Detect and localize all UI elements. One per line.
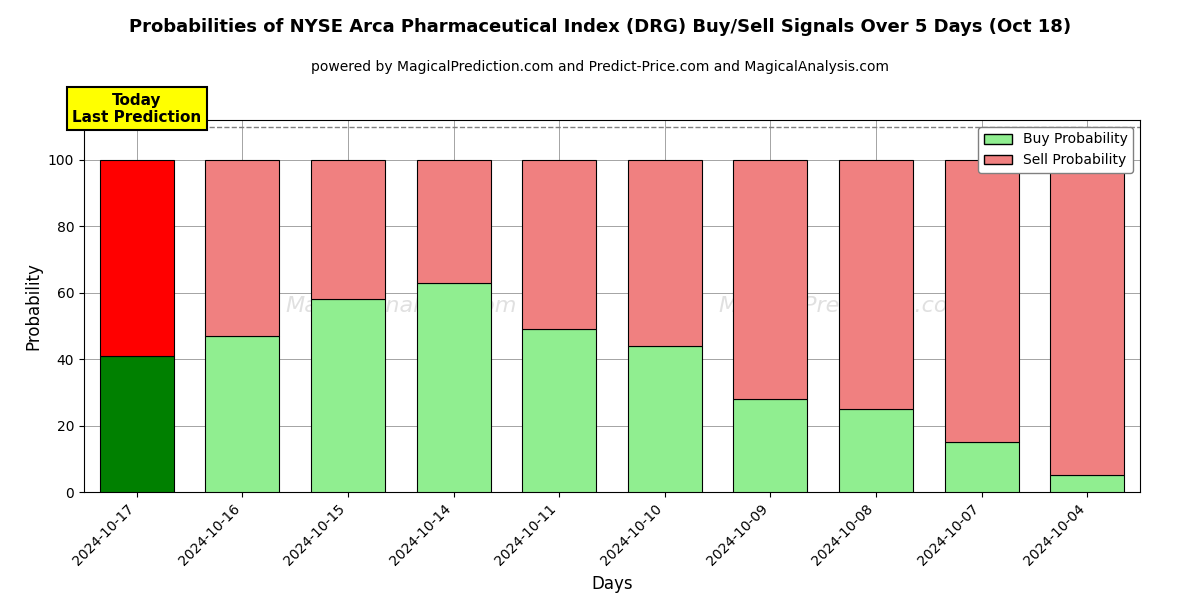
Bar <box>311 299 385 492</box>
Bar <box>628 160 702 346</box>
Bar <box>100 356 174 492</box>
Bar <box>100 160 174 356</box>
Text: Probabilities of NYSE Arca Pharmaceutical Index (DRG) Buy/Sell Signals Over 5 Da: Probabilities of NYSE Arca Pharmaceutica… <box>128 18 1072 36</box>
Text: Today
Last Prediction: Today Last Prediction <box>72 92 202 125</box>
Bar <box>733 399 808 492</box>
Y-axis label: Probability: Probability <box>24 262 42 350</box>
Bar <box>944 442 1019 492</box>
Bar <box>522 329 596 492</box>
Bar <box>1050 475 1124 492</box>
Bar <box>839 409 913 492</box>
Bar <box>205 160 280 336</box>
Bar <box>311 160 385 299</box>
Legend: Buy Probability, Sell Probability: Buy Probability, Sell Probability <box>978 127 1133 173</box>
X-axis label: Days: Days <box>592 575 632 593</box>
Bar <box>522 160 596 329</box>
Bar <box>416 283 491 492</box>
Bar <box>205 336 280 492</box>
Text: MagicalPrediction.com: MagicalPrediction.com <box>719 296 970 316</box>
Bar <box>628 346 702 492</box>
Bar <box>944 160 1019 442</box>
Text: MagicalAnalysis.com: MagicalAnalysis.com <box>286 296 516 316</box>
Text: powered by MagicalPrediction.com and Predict-Price.com and MagicalAnalysis.com: powered by MagicalPrediction.com and Pre… <box>311 60 889 74</box>
Bar <box>1050 160 1124 475</box>
Bar <box>416 160 491 283</box>
Bar <box>733 160 808 399</box>
Bar <box>839 160 913 409</box>
